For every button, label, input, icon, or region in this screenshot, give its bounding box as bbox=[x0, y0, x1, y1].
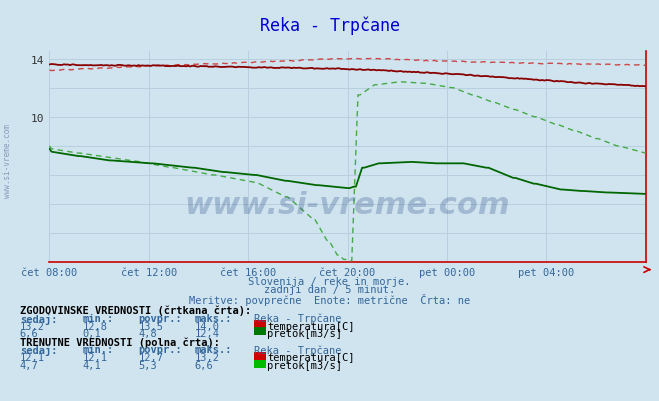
Text: min.:: min.: bbox=[82, 313, 113, 323]
Text: temperatura[C]: temperatura[C] bbox=[267, 321, 355, 331]
Text: 12,8: 12,8 bbox=[82, 321, 107, 331]
Text: sedaj:: sedaj: bbox=[20, 344, 57, 355]
Text: 6,6: 6,6 bbox=[20, 328, 38, 338]
Text: 4,7: 4,7 bbox=[20, 360, 38, 371]
Text: Reka - Trpčane: Reka - Trpčane bbox=[254, 313, 341, 323]
Text: 13,2: 13,2 bbox=[20, 321, 45, 331]
Text: 6,6: 6,6 bbox=[194, 360, 213, 371]
Text: ZGODOVINSKE VREDNOSTI (črtkana črta):: ZGODOVINSKE VREDNOSTI (črtkana črta): bbox=[20, 305, 251, 315]
Text: temperatura[C]: temperatura[C] bbox=[267, 352, 355, 363]
Text: 12,4: 12,4 bbox=[194, 328, 219, 338]
Text: 12,1: 12,1 bbox=[20, 352, 45, 363]
Text: maks.:: maks.: bbox=[194, 344, 232, 354]
Text: povpr.:: povpr.: bbox=[138, 344, 182, 354]
Text: 12,1: 12,1 bbox=[82, 352, 107, 363]
Text: 4,1: 4,1 bbox=[82, 360, 101, 371]
Text: Slovenija / reke in morje.: Slovenija / reke in morje. bbox=[248, 276, 411, 286]
Text: Reka - Trpčane: Reka - Trpčane bbox=[254, 344, 341, 355]
Text: 13,5: 13,5 bbox=[138, 321, 163, 331]
Text: povpr.:: povpr.: bbox=[138, 313, 182, 323]
Text: min.:: min.: bbox=[82, 344, 113, 354]
Text: 5,3: 5,3 bbox=[138, 360, 157, 371]
Text: 0,1: 0,1 bbox=[82, 328, 101, 338]
Text: pretok[m3/s]: pretok[m3/s] bbox=[267, 328, 342, 338]
Text: Reka - Trpčane: Reka - Trpčane bbox=[260, 17, 399, 35]
Text: sedaj:: sedaj: bbox=[20, 313, 57, 324]
Text: www.si-vreme.com: www.si-vreme.com bbox=[3, 124, 13, 197]
Text: maks.:: maks.: bbox=[194, 313, 232, 323]
Text: zadnji dan / 5 minut.: zadnji dan / 5 minut. bbox=[264, 285, 395, 295]
Text: www.si-vreme.com: www.si-vreme.com bbox=[185, 190, 511, 219]
Text: pretok[m3/s]: pretok[m3/s] bbox=[267, 360, 342, 371]
Text: 13,2: 13,2 bbox=[194, 352, 219, 363]
Text: TRENUTNE VREDNOSTI (polna črta):: TRENUTNE VREDNOSTI (polna črta): bbox=[20, 336, 219, 347]
Text: Meritve: povprečne  Enote: metrične  Črta: ne: Meritve: povprečne Enote: metrične Črta:… bbox=[189, 294, 470, 306]
Text: 12,7: 12,7 bbox=[138, 352, 163, 363]
Text: 14,0: 14,0 bbox=[194, 321, 219, 331]
Text: 4,8: 4,8 bbox=[138, 328, 157, 338]
